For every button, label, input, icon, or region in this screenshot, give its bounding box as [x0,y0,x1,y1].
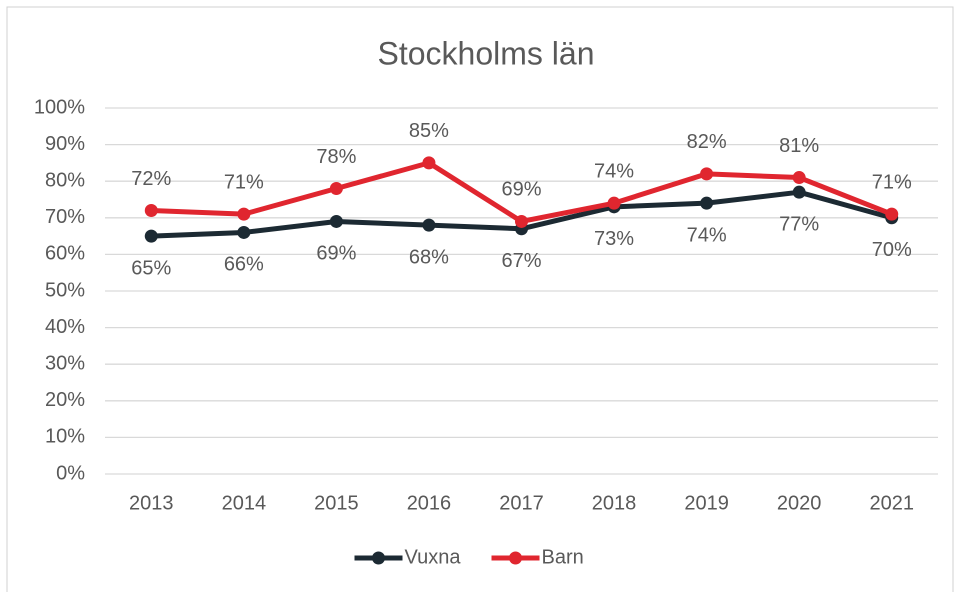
point [607,196,621,210]
x-tick-label: 2016 [407,492,452,514]
y-tick-label: 100% [34,96,85,118]
legend-marker [509,551,522,565]
y-tick-label: 10% [45,426,85,448]
data-label: 71% [224,171,264,193]
chart-frame [6,6,954,592]
data-label: 77% [779,213,819,235]
point [144,203,158,217]
data-label: 69% [316,243,356,265]
point [515,214,528,228]
x-tick-label: 2019 [684,492,729,514]
chart-title: Stockholms län [378,35,595,71]
x-tick-label: 2015 [314,492,359,514]
y-tick-label: 20% [45,389,85,411]
data-label: 81% [779,135,819,157]
legend-label: Vuxna [405,546,462,568]
y-tick-label: 70% [45,206,85,228]
data-label: 70% [872,239,912,261]
x-tick-label: 2017 [499,492,544,514]
x-tick-label: 2014 [222,492,267,514]
legend-label: Barn [542,546,584,568]
data-label: 69% [501,179,541,201]
point [329,182,343,196]
data-label: 73% [594,228,634,250]
y-tick-label: 40% [45,316,85,338]
data-label: 68% [409,246,449,268]
point [700,196,714,210]
point [237,225,251,239]
y-tick-label: 60% [45,243,85,265]
point [700,167,714,181]
data-label: 74% [594,160,634,182]
data-label: 74% [687,224,727,246]
data-label: 66% [224,254,264,276]
y-tick-label: 0% [56,462,85,484]
point [422,156,436,170]
data-label: 78% [316,146,356,168]
data-label: 71% [872,171,912,193]
y-tick-label: 90% [45,133,85,155]
data-label: 72% [131,168,171,190]
data-label: 65% [131,257,171,279]
y-tick-label: 80% [45,169,85,191]
point [144,229,158,243]
data-label: 82% [687,131,727,153]
point [329,214,343,228]
point [237,207,251,221]
y-tick-label: 50% [45,279,85,301]
x-tick-label: 2018 [592,492,637,514]
x-tick-label: 2020 [777,492,822,514]
legend-marker [372,551,385,565]
x-tick-label: 2013 [129,492,174,514]
point [422,218,436,232]
point [885,207,899,221]
point [792,171,806,185]
data-label: 85% [409,120,449,142]
data-label: 67% [501,250,541,272]
y-tick-label: 30% [45,352,85,374]
x-tick-label: 2021 [869,492,914,514]
point [792,185,806,199]
